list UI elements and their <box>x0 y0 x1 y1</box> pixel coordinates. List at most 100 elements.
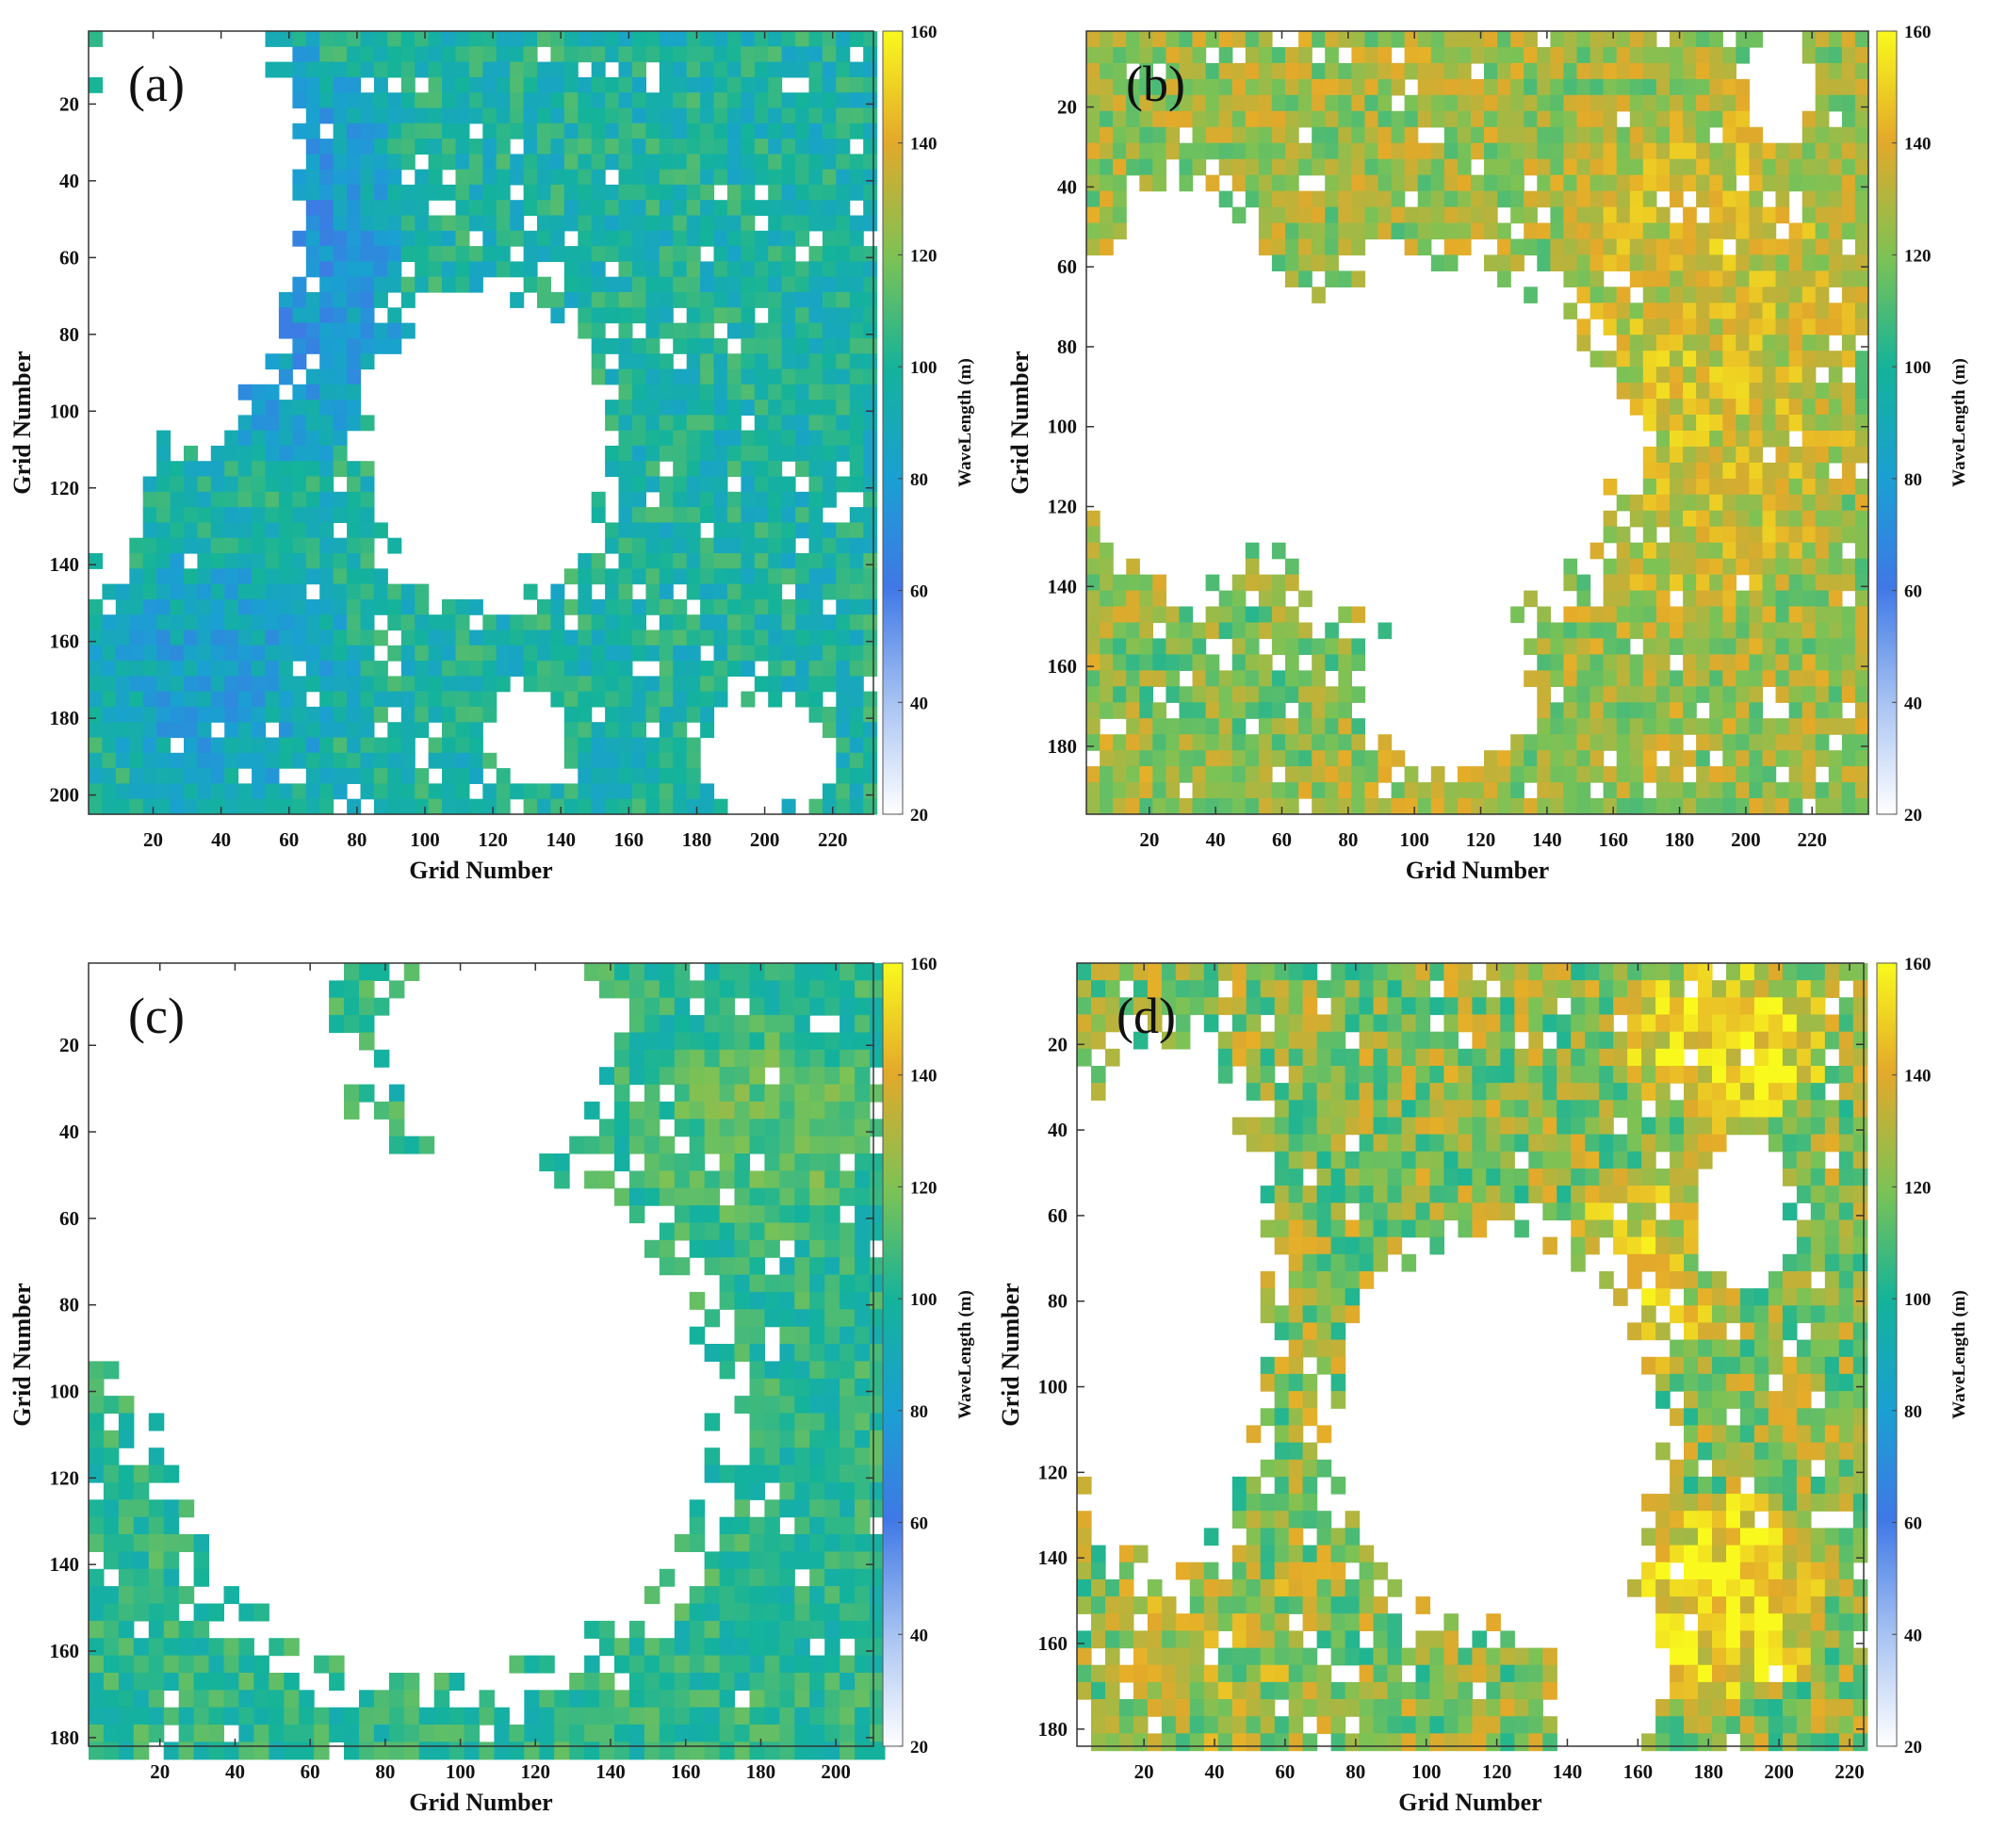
heatmap-cell <box>741 276 756 293</box>
heatmap-cell <box>1086 558 1100 576</box>
heatmap-cell <box>442 154 456 171</box>
heatmap-cell <box>1616 590 1631 608</box>
heatmap-cell <box>591 61 606 78</box>
heatmap-cell <box>387 154 402 171</box>
heatmap-cell <box>292 553 307 569</box>
heatmap-cell <box>1457 47 1472 64</box>
heatmap-cell <box>824 1430 840 1448</box>
x-tick-label: 40 <box>1206 828 1226 851</box>
heatmap-cell <box>563 691 579 708</box>
heatmap-cell <box>1722 303 1736 319</box>
heatmap-cell <box>632 107 646 124</box>
heatmap-cell <box>305 307 320 324</box>
heatmap-cell <box>591 292 606 308</box>
heatmap-cell <box>659 276 674 293</box>
heatmap-cell <box>387 322 402 339</box>
heatmap-cell <box>373 76 388 93</box>
heatmap-cell <box>468 61 483 78</box>
heatmap-cell <box>224 661 239 677</box>
heatmap-cell <box>1205 110 1220 128</box>
heatmap-cell <box>197 676 212 693</box>
heatmap-cell <box>1576 78 1591 96</box>
heatmap-cell <box>1271 47 1286 64</box>
heatmap-cell <box>523 261 538 278</box>
heatmap-cell <box>1709 462 1723 480</box>
colorbar-label: WaveLength (m) <box>1949 358 1969 487</box>
heatmap-cell <box>319 798 334 815</box>
heatmap-cell <box>1802 702 1817 719</box>
heatmap-cell <box>659 798 674 815</box>
heatmap-cell <box>1524 750 1538 767</box>
heatmap-cell <box>563 568 579 585</box>
heatmap-cell <box>1603 78 1618 96</box>
y-tick-label: 60 <box>1057 255 1077 278</box>
heatmap-cell <box>1537 638 1551 655</box>
heatmap-cell <box>704 1690 721 1709</box>
heatmap-cell <box>741 46 756 63</box>
heatmap-cell <box>822 61 837 78</box>
heatmap-cell <box>156 737 171 754</box>
heatmap-cell <box>388 1084 405 1103</box>
heatmap-cell <box>726 123 742 139</box>
heatmap-cell <box>1775 206 1790 224</box>
heatmap-cell <box>749 1673 765 1691</box>
heatmap-cell <box>510 645 525 662</box>
heatmap-cell <box>237 476 253 493</box>
heatmap-cell <box>103 1690 120 1709</box>
heatmap-cell <box>1616 142 1631 160</box>
heatmap-cell <box>1364 110 1379 128</box>
heatmap-cell <box>863 368 878 385</box>
heatmap-cell <box>292 491 307 508</box>
heatmap-cell <box>1443 254 1459 271</box>
heatmap-cell <box>89 768 103 784</box>
heatmap-cell <box>1722 222 1736 240</box>
heatmap-cell <box>700 154 715 171</box>
heatmap-cell <box>156 507 171 523</box>
heatmap-cell <box>659 568 674 585</box>
heatmap-cell <box>1285 638 1299 655</box>
heatmap-cell <box>591 630 606 646</box>
heatmap-cell <box>523 276 538 293</box>
heatmap-cell <box>170 461 185 478</box>
heatmap-cell <box>1655 222 1671 240</box>
heatmap-cell <box>1312 638 1326 655</box>
heatmap-cell <box>400 154 416 171</box>
heatmap-cell <box>1258 47 1273 64</box>
heatmap-cell <box>1100 222 1114 240</box>
heatmap-cell <box>1736 190 1750 208</box>
heatmap-cell <box>1086 126 1100 144</box>
heatmap-cell <box>269 1690 285 1709</box>
heatmap-cell <box>704 1707 721 1725</box>
heatmap-cell <box>1113 158 1127 176</box>
heatmap-cell <box>836 139 851 155</box>
y-tick-label: 160 <box>50 1640 80 1662</box>
heatmap-cell <box>1417 782 1432 799</box>
heatmap-cell <box>1524 110 1538 128</box>
heatmap-cell <box>1100 574 1114 592</box>
heatmap-cell <box>1086 670 1100 687</box>
heatmap-cell <box>347 400 362 416</box>
heatmap-cell <box>781 200 796 217</box>
heatmap-cell <box>373 997 390 1016</box>
heatmap-cell <box>292 230 307 247</box>
heatmap-cell <box>197 507 212 523</box>
heatmap-cell <box>537 92 551 109</box>
heatmap-cell <box>333 215 348 232</box>
heatmap-cell <box>632 215 646 232</box>
heatmap-cell <box>428 737 443 754</box>
heatmap-cell <box>305 184 320 201</box>
heatmap-cell <box>197 522 212 539</box>
heatmap-cell <box>689 1673 706 1691</box>
heatmap-cell <box>142 507 157 523</box>
heatmap-cell <box>754 614 769 631</box>
heatmap-cell <box>1126 766 1140 783</box>
heatmap-cell <box>1603 766 1618 783</box>
colorbar-tick-label: 60 <box>910 1514 928 1534</box>
heatmap-cell <box>89 676 103 693</box>
heatmap-cell <box>713 169 728 186</box>
heatmap-cell <box>628 1049 645 1068</box>
heatmap-cell <box>1086 206 1100 224</box>
heatmap-cell <box>824 1067 840 1086</box>
heatmap-cell <box>840 1430 856 1448</box>
heatmap-cell <box>809 1257 825 1276</box>
